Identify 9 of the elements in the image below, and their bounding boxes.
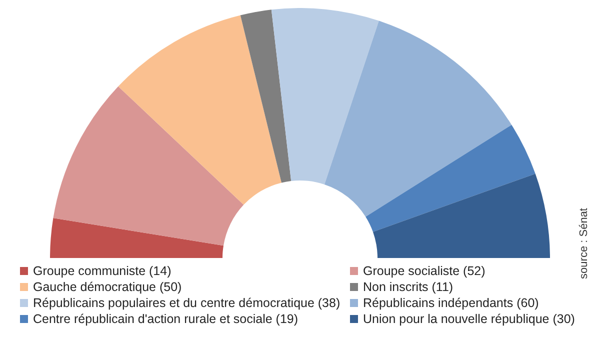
source-note: source : Sénat	[578, 208, 590, 279]
legend-label: Groupe communiste (14)	[33, 264, 172, 278]
legend-label: Centre républicain d'action rurale et sociale (19)	[33, 312, 298, 326]
legend-label: Groupe socialiste (52)	[363, 264, 486, 278]
legend-label: Non inscrits (11)	[363, 280, 454, 294]
legend-label: Union pour la nouvelle république (30)	[363, 312, 575, 326]
legend-label: Gauche démocratique (50)	[33, 280, 182, 294]
legend-label: Républicains indépendants (60)	[363, 296, 539, 310]
legend-label: Républicains populaires et du centre démocratique (38)	[33, 296, 340, 310]
